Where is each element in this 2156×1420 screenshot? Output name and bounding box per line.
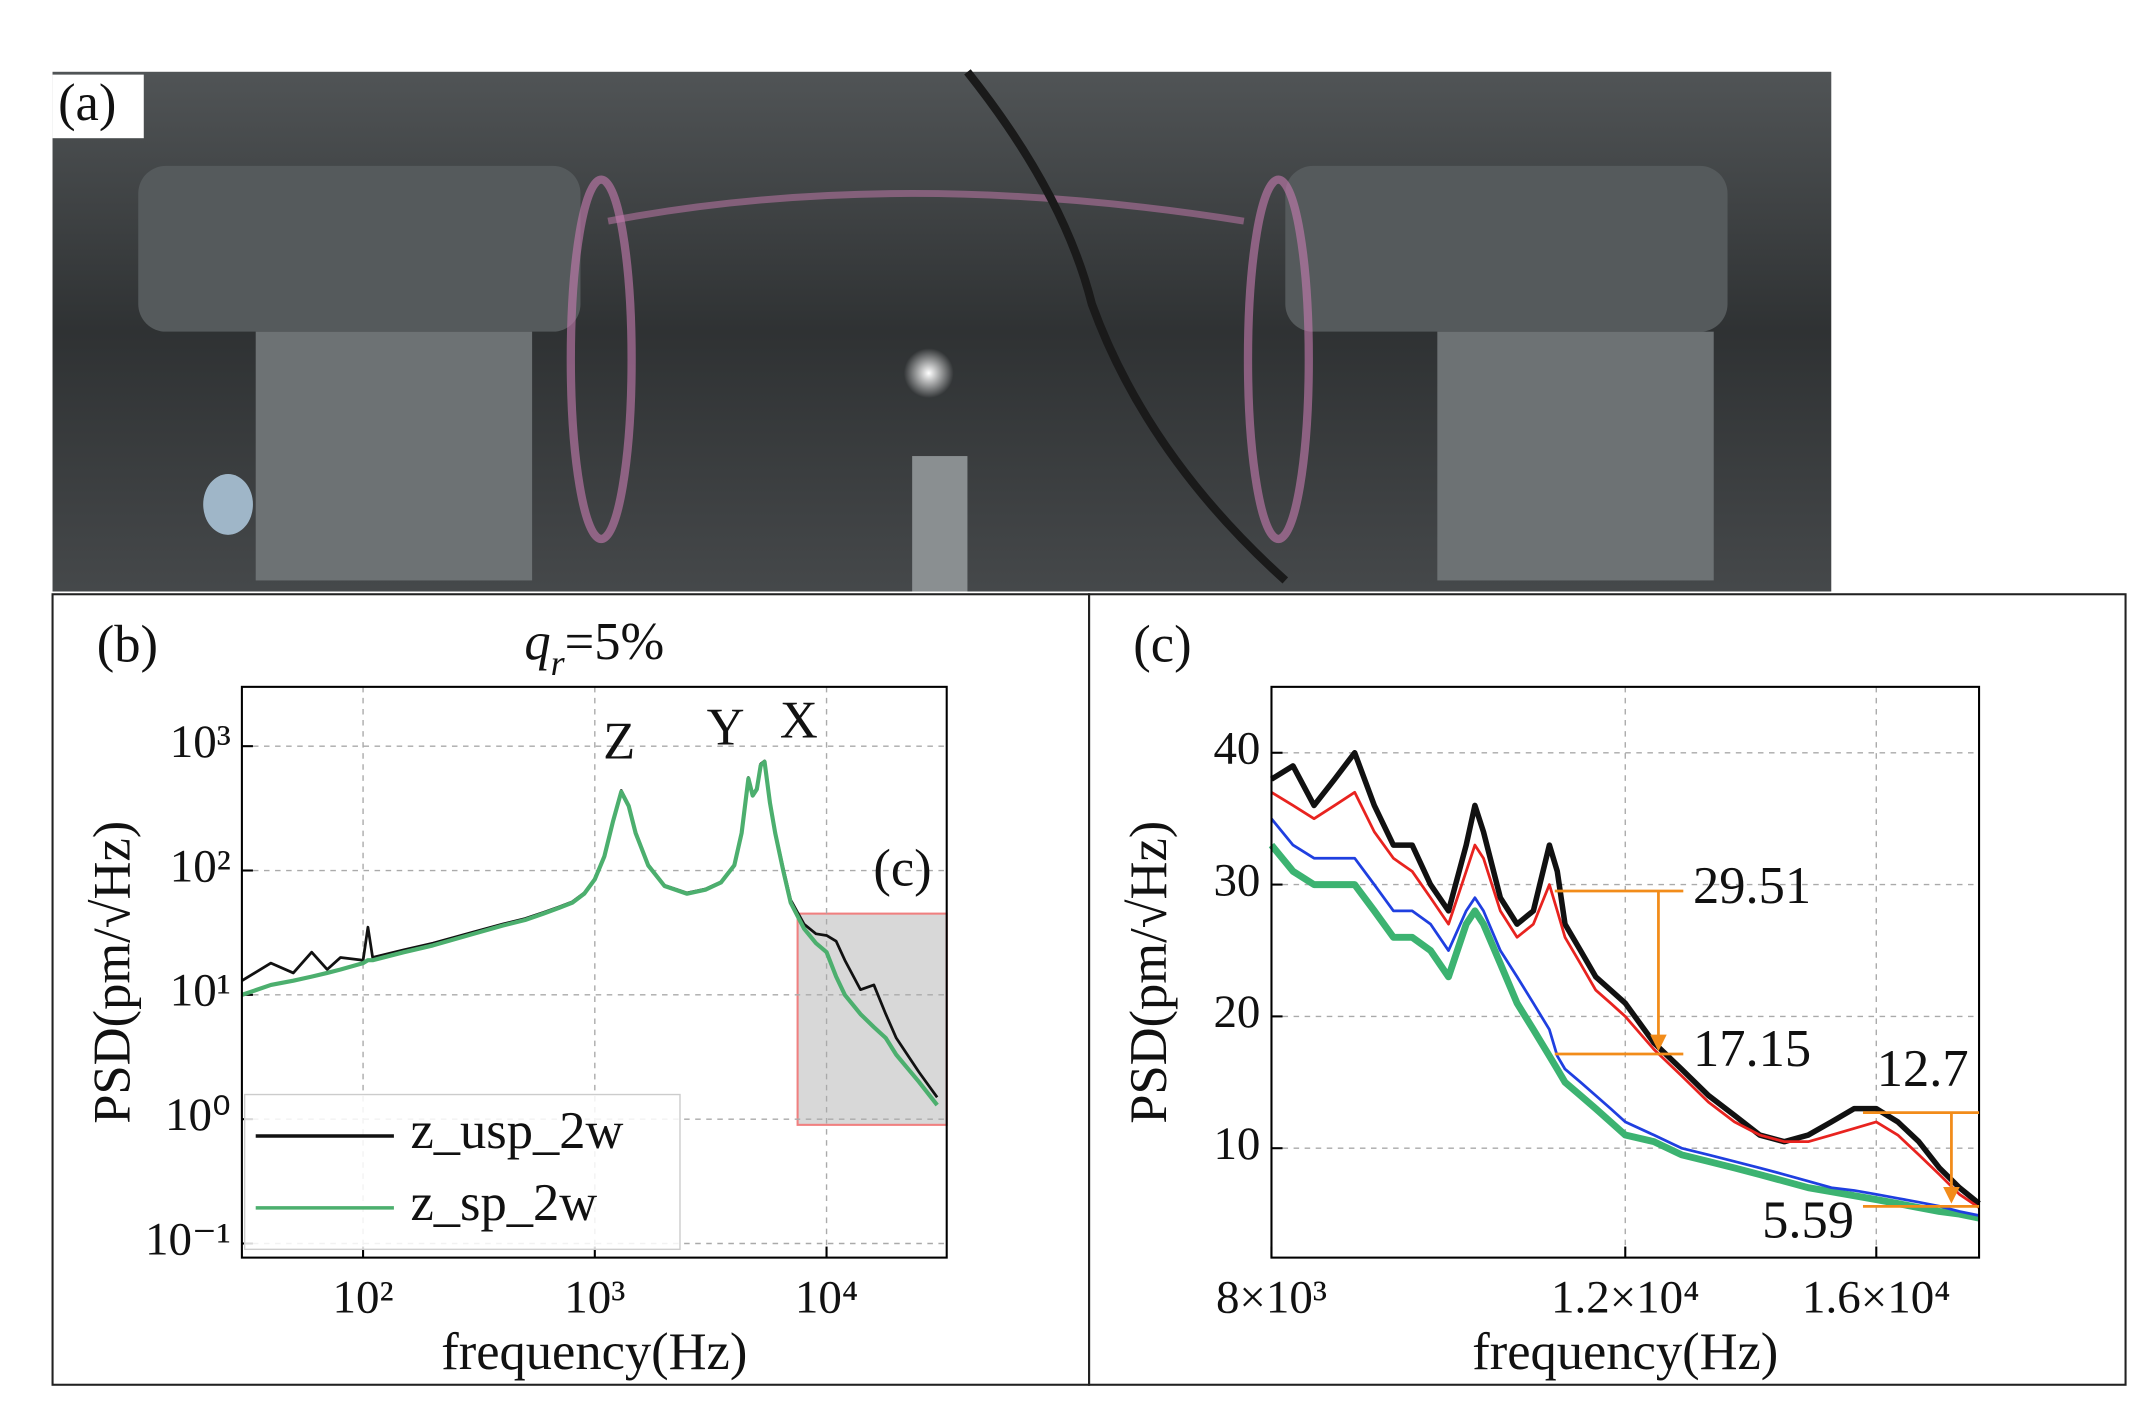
plot-frame — [240, 685, 948, 1259]
y-tick-label: 30 — [1213, 854, 1260, 906]
y-tick-label: 10² — [170, 840, 231, 892]
title-part: =5% — [565, 613, 665, 671]
marker-label: 17.15 — [1693, 1020, 1811, 1078]
y-tick-label: 10¹ — [170, 965, 231, 1017]
x-axis-label: frequency(Hz) — [441, 1323, 747, 1381]
y-tick-label: 10⁻¹ — [145, 1213, 231, 1265]
legend-box — [243, 1093, 681, 1251]
annotation: (c) — [873, 839, 931, 897]
legend-label: z_sp_2w — [410, 1174, 597, 1232]
title-part: q — [524, 613, 550, 671]
annotation: Z — [603, 712, 635, 770]
photo: (a) — [52, 69, 1832, 592]
annotation: X — [780, 692, 818, 750]
y-axis-label: PSD(pm/√Hz) — [84, 821, 142, 1124]
arrow-head — [1650, 1034, 1667, 1052]
plot-frame — [1270, 685, 1981, 1259]
marker-label: 12.7 — [1877, 1040, 1969, 1098]
x-tick-label: 10³ — [564, 1272, 625, 1324]
arrow-head — [1943, 1186, 1960, 1204]
series-line — [1270, 817, 1980, 1217]
x-axis-label: frequency(Hz) — [1472, 1323, 1778, 1381]
x-tick-label: 10² — [333, 1272, 394, 1324]
legend-label: z_usp_2w — [410, 1102, 623, 1160]
photo-label: (a) — [58, 74, 116, 132]
marker-label: 29.51 — [1693, 857, 1811, 915]
annotation: Y — [707, 699, 745, 757]
chart-title: qr=5% — [524, 613, 664, 683]
series-line — [1270, 790, 1980, 1209]
x-tick-label: 1.6×10⁴ — [1802, 1272, 1951, 1324]
x-tick-label: 10⁴ — [795, 1272, 858, 1324]
y-tick-label: 10³ — [170, 716, 231, 768]
series-line — [241, 759, 939, 1107]
series-line — [1268, 842, 1980, 1222]
y-tick-label: 10 — [1213, 1118, 1260, 1170]
panel-frame — [1088, 593, 2127, 1386]
panel-label: (b) — [97, 616, 158, 674]
title-part: r — [551, 643, 566, 683]
y-tick-label: 40 — [1213, 723, 1260, 775]
x-tick-label: 1.2×10⁴ — [1551, 1272, 1700, 1324]
series-line — [1270, 750, 1981, 1206]
marker-label: 5.59 — [1762, 1192, 1854, 1250]
y-tick-label: 20 — [1213, 986, 1260, 1038]
panel-label: (c) — [1133, 616, 1191, 674]
x-tick-label: 8×10³ — [1216, 1272, 1327, 1324]
y-axis-label: PSD(pm/√Hz) — [1120, 821, 1178, 1124]
y-tick-label: 10⁰ — [165, 1089, 231, 1141]
